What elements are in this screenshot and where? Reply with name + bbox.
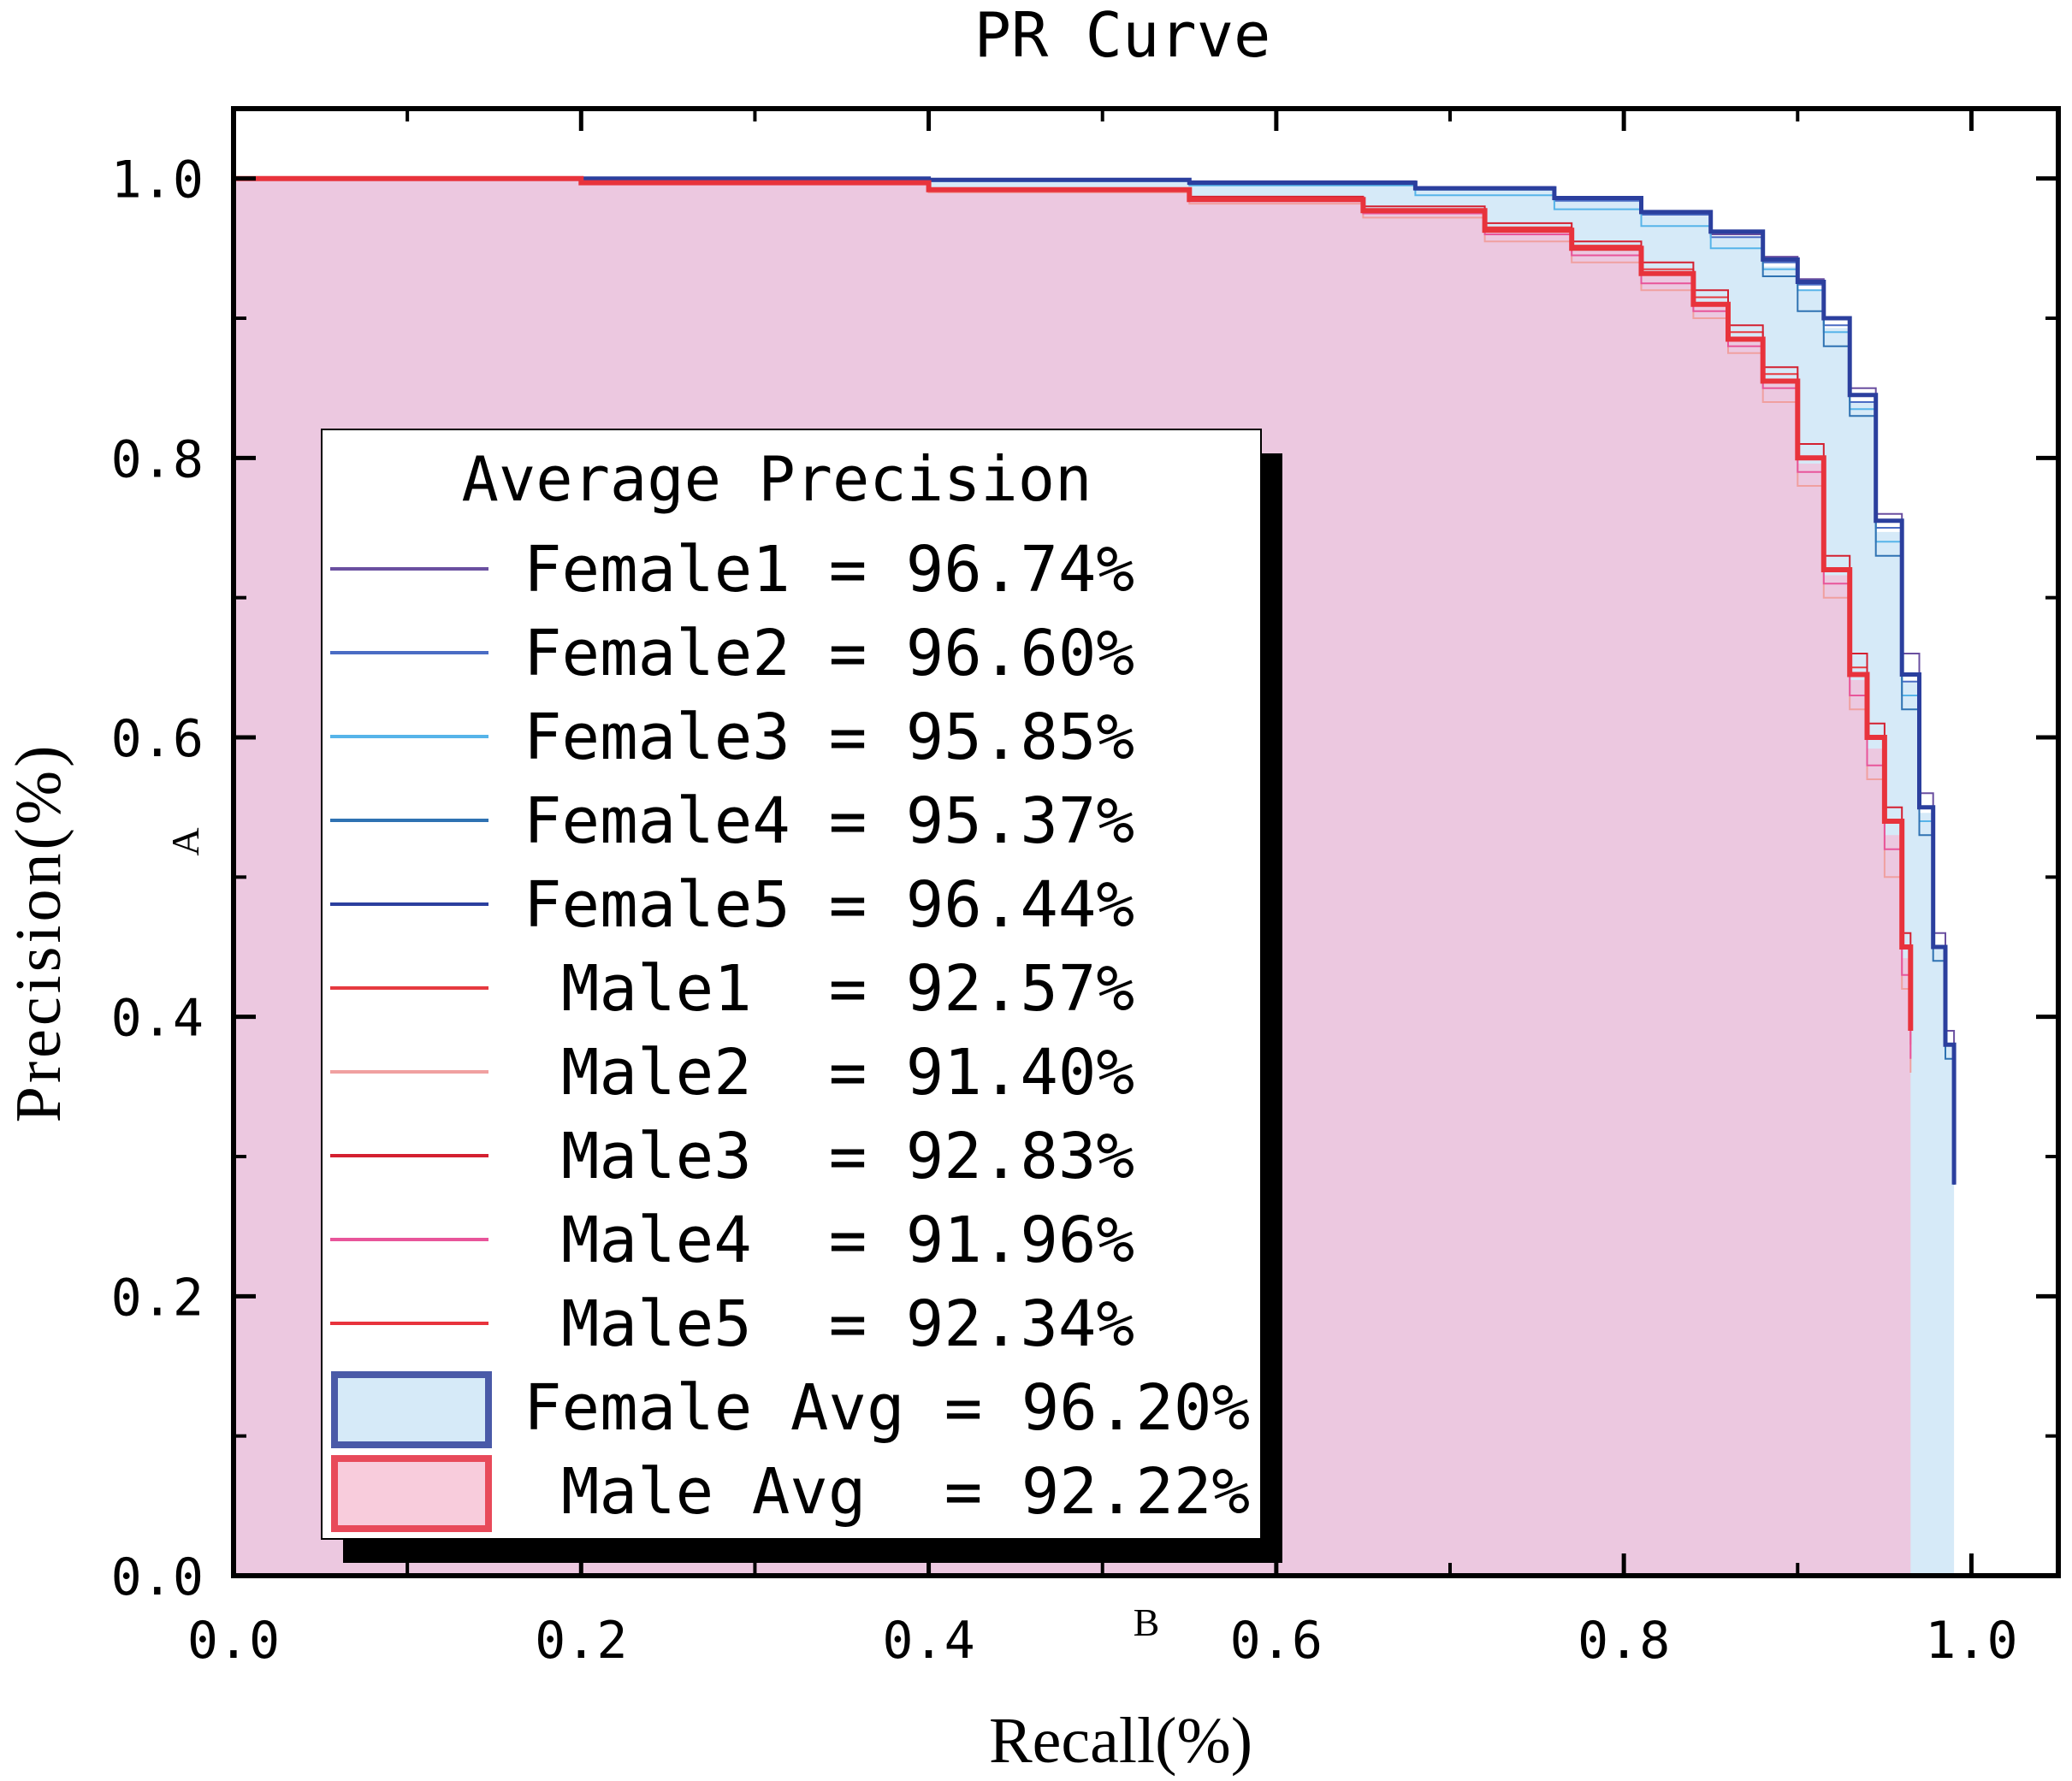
legend-label-female2: Female2 [524, 617, 790, 690]
legend-value-male3: 92.83% [906, 1120, 1134, 1193]
legend-label-female3: Female3 [524, 701, 790, 774]
legend: Average Precision Female1 = 96.74% Female2 = 9… [321, 429, 1282, 1563]
x-tick-label: 0.6 [1230, 1611, 1323, 1671]
legend-equals: = [829, 1036, 867, 1109]
y-tick-label: 1.0 [111, 151, 204, 210]
legend-equals: = [829, 952, 867, 1026]
legend-value-male5: 92.34% [906, 1287, 1134, 1361]
y-tick-label: 0.4 [111, 989, 204, 1049]
legend-value-female-avg: 96.20% [1021, 1371, 1250, 1445]
legend-swatch-female-avg [331, 1371, 492, 1448]
legend-label-male-avg: Male Avg [561, 1455, 866, 1529]
annotation-b: B [1134, 1601, 1160, 1644]
legend-equals: = [829, 1120, 867, 1193]
legend-equals: = [944, 1455, 983, 1529]
legend-label-female-avg: Female Avg [524, 1371, 905, 1445]
chart-title: PR Curve [974, 0, 1271, 71]
axis-ticks: 0.0 0.2 0.4 0.6 0.8 1.0 0.0 0.2 0.4 0.6 0.8 1.0 [111, 109, 2058, 1671]
x-tick-label: 0.0 [187, 1611, 280, 1671]
legend-label-male3: Male3 [561, 1120, 752, 1193]
legend-equals: = [829, 1204, 867, 1277]
y-tick-label: 0.2 [111, 1268, 204, 1328]
series-line-male5 [234, 175, 1914, 1031]
legend-label-female1: Female1 [524, 533, 790, 606]
y-axis-label: Precision(%) [3, 743, 74, 1123]
legend-equals: = [829, 784, 867, 858]
x-axis-label: Recall(%) [989, 1705, 1252, 1777]
legend-value-female1: 96.74% [906, 533, 1134, 606]
legend-box [321, 429, 1262, 1540]
legend-label-male4: Male4 [561, 1204, 752, 1277]
legend-value-male1: 92.57% [906, 952, 1134, 1026]
legend-equals: = [829, 617, 867, 690]
x-tick-label: 0.4 [882, 1611, 974, 1671]
legend-value-female2: 96.60% [906, 617, 1134, 690]
legend-value-female5: 96.44% [906, 868, 1134, 942]
legend-label-male2: Male2 [561, 1036, 752, 1109]
legend-label-male1: Male1 [561, 952, 752, 1026]
series-line-female5 [234, 176, 1957, 1185]
legend-label-male5: Male5 [561, 1287, 752, 1361]
legend-label-female5: Female5 [524, 868, 790, 942]
y-tick-label: 0.0 [111, 1547, 204, 1607]
y-tick-label: 0.6 [111, 709, 204, 769]
legend-value-female3: 95.85% [906, 701, 1134, 774]
x-tick-label: 1.0 [1925, 1611, 2017, 1671]
legend-equals: = [829, 533, 867, 606]
y-tick-label: 0.8 [111, 429, 204, 489]
x-tick-label: 0.2 [535, 1611, 627, 1671]
annotation-a: A [163, 827, 207, 855]
legend-equals: = [829, 1287, 867, 1361]
legend-swatch-male-avg [331, 1455, 492, 1532]
legend-label-female4: Female4 [524, 784, 790, 858]
legend-value-male-avg: 92.22% [1021, 1455, 1250, 1529]
legend-value-male2: 91.40% [906, 1036, 1134, 1109]
plot-frame [231, 106, 2061, 1578]
legend-equals: = [829, 701, 867, 774]
legend-value-female4: 95.37% [906, 784, 1134, 858]
legend-title: Average Precision [462, 443, 1092, 515]
legend-equals: = [829, 868, 867, 942]
x-tick-label: 0.8 [1578, 1611, 1670, 1671]
legend-value-male4: 91.96% [906, 1204, 1134, 1277]
legend-equals: = [944, 1371, 983, 1445]
